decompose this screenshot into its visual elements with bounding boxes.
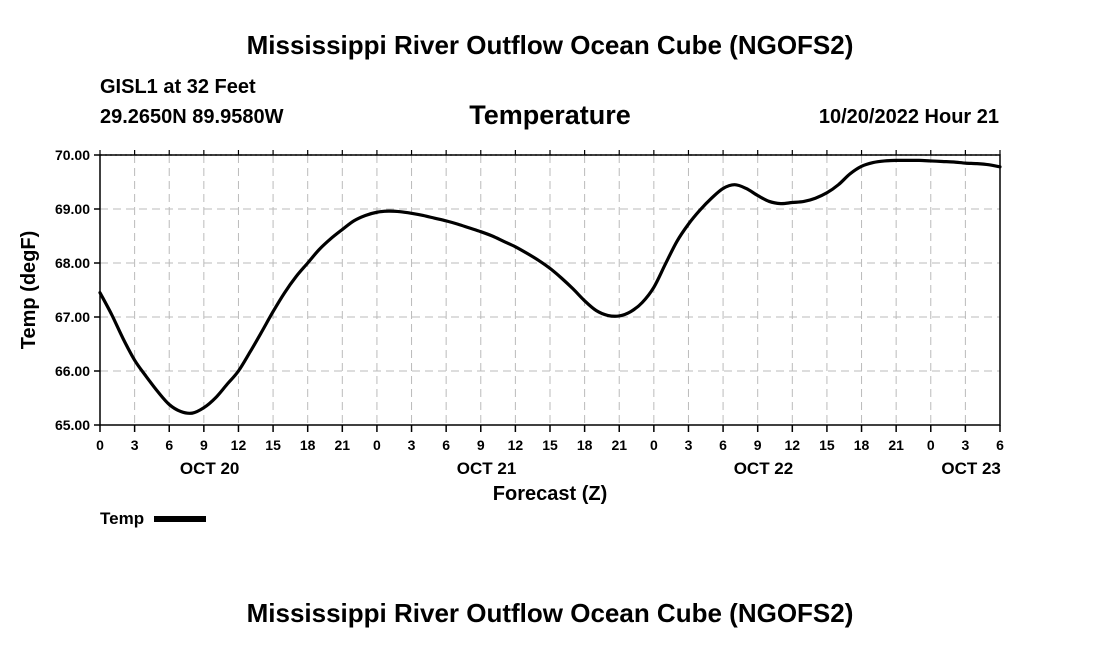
x-tick-label: 21 xyxy=(335,437,351,453)
x-tick-label: 15 xyxy=(819,437,835,453)
x-tick-label: 12 xyxy=(785,437,801,453)
x-tick-label: 3 xyxy=(131,437,139,453)
date-label: OCT 23 xyxy=(941,459,1001,478)
x-tick-label: 6 xyxy=(719,437,727,453)
y-tick-label: 67.00 xyxy=(55,309,90,325)
footer-title: Mississippi River Outflow Ocean Cube (NG… xyxy=(246,598,854,628)
main-title: Mississippi River Outflow Ocean Cube (NG… xyxy=(246,30,854,60)
y-tick-label: 70.00 xyxy=(55,147,90,163)
station-label: GISL1 at 32 Feet xyxy=(100,76,256,98)
x-tick-label: 12 xyxy=(508,437,524,453)
x-tick-label: 21 xyxy=(888,437,904,453)
x-tick-label: 18 xyxy=(300,437,316,453)
x-tick-label: 0 xyxy=(650,437,658,453)
plot-title: Temperature xyxy=(469,100,631,130)
x-tick-label: 18 xyxy=(577,437,593,453)
x-tick-label: 9 xyxy=(754,437,762,453)
y-tick-label: 69.00 xyxy=(55,201,90,217)
y-tick-label: 68.00 xyxy=(55,255,90,271)
x-tick-label: 15 xyxy=(542,437,558,453)
y-tick-label: 66.00 xyxy=(55,363,90,379)
y-tick-label: 65.00 xyxy=(55,417,90,433)
x-axis-title: Forecast (Z) xyxy=(493,483,607,505)
x-tick-label: 0 xyxy=(927,437,935,453)
legend: Temp xyxy=(100,509,207,529)
x-tick-label: 0 xyxy=(96,437,104,453)
grid-layer xyxy=(100,154,1000,426)
x-tick-label: 12 xyxy=(231,437,247,453)
date-label: OCT 21 xyxy=(457,459,517,478)
x-tick-label: 3 xyxy=(685,437,693,453)
date-label: OCT 22 xyxy=(734,459,794,478)
legend-swatch-temp xyxy=(154,516,207,522)
label-layer: 65.00 66.00 67.00 68.00 69.00 70.00 0 3 6 9 12 15 18… xyxy=(55,147,1004,478)
date-label: OCT 20 xyxy=(180,459,240,478)
series-line-temp xyxy=(98,158,1002,415)
x-tick-label: 21 xyxy=(611,437,627,453)
run-timestamp: 10/20/2022 Hour 21 xyxy=(818,106,999,128)
y-axis-title: Temp (degF) xyxy=(18,231,40,350)
x-tick-label: 3 xyxy=(961,437,969,453)
x-tick-label: 6 xyxy=(442,437,450,453)
x-tick-label: 9 xyxy=(200,437,208,453)
x-tick-label: 0 xyxy=(373,437,381,453)
x-tick-label: 6 xyxy=(996,437,1004,453)
tick-layer xyxy=(94,150,1001,432)
x-tick-label: 9 xyxy=(477,437,485,453)
x-tick-label: 15 xyxy=(265,437,281,453)
legend-label: Temp xyxy=(100,509,145,528)
x-tick-label: 18 xyxy=(854,437,870,453)
x-tick-label: 3 xyxy=(408,437,416,453)
station-coordinates: 29.2650N 89.9580W xyxy=(100,106,284,128)
x-tick-label: 6 xyxy=(165,437,173,453)
